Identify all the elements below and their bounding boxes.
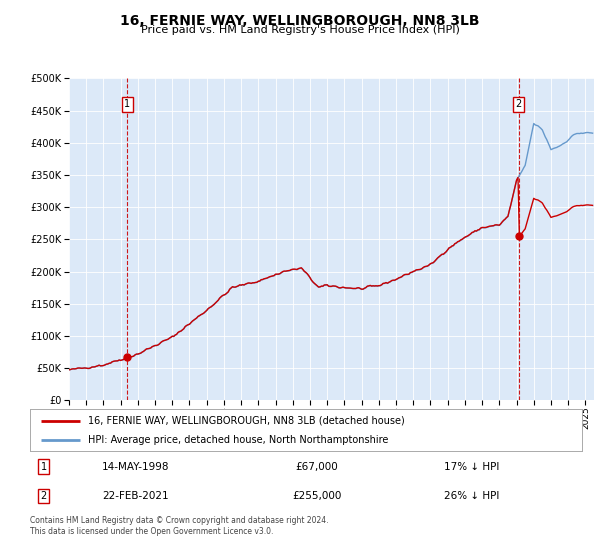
Text: Price paid vs. HM Land Registry's House Price Index (HPI): Price paid vs. HM Land Registry's House … (140, 25, 460, 35)
Text: Contains HM Land Registry data © Crown copyright and database right 2024.
This d: Contains HM Land Registry data © Crown c… (30, 516, 329, 536)
Text: £255,000: £255,000 (292, 491, 342, 501)
Text: 17% ↓ HPI: 17% ↓ HPI (444, 461, 499, 472)
Text: 1: 1 (41, 461, 47, 472)
Text: HPI: Average price, detached house, North Northamptonshire: HPI: Average price, detached house, Nort… (88, 435, 388, 445)
Text: 22-FEB-2021: 22-FEB-2021 (102, 491, 169, 501)
Text: 2: 2 (41, 491, 47, 501)
Text: 16, FERNIE WAY, WELLINGBOROUGH, NN8 3LB (detached house): 16, FERNIE WAY, WELLINGBOROUGH, NN8 3LB … (88, 416, 405, 426)
Text: 16, FERNIE WAY, WELLINGBOROUGH, NN8 3LB: 16, FERNIE WAY, WELLINGBOROUGH, NN8 3LB (120, 14, 480, 28)
Text: 26% ↓ HPI: 26% ↓ HPI (444, 491, 499, 501)
Text: 14-MAY-1998: 14-MAY-1998 (102, 461, 169, 472)
Text: 1: 1 (124, 99, 130, 109)
Text: £67,000: £67,000 (296, 461, 338, 472)
Text: 2: 2 (515, 99, 522, 109)
